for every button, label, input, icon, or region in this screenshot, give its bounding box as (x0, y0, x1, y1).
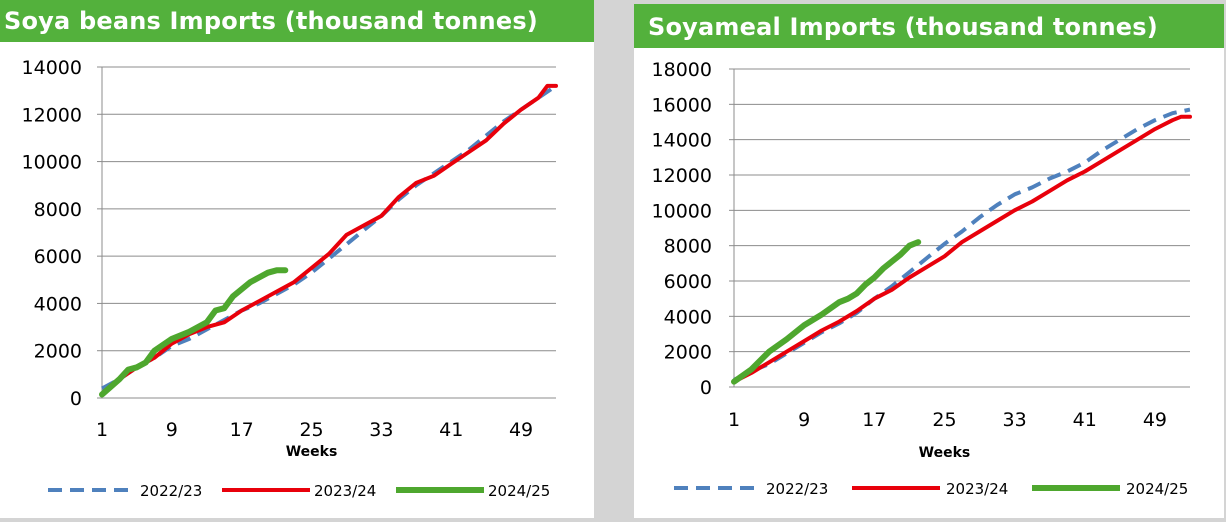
y-tick-label: 6000 (34, 246, 82, 268)
series-line-2022-23 (733, 107, 1191, 382)
series-line-2023-24 (732, 114, 1192, 384)
legend-label: 2024/25 (488, 482, 550, 500)
y-tick-label: 0 (700, 377, 712, 399)
series-line-2022-23 (101, 84, 558, 391)
y-tick-label: 16000 (652, 94, 712, 116)
x-tick-label: 9 (798, 409, 810, 431)
y-tick-label: 4000 (664, 306, 712, 328)
soyameal-chart: 0 2000 4000 6000 8000 10000 12000 14000 16000 180… (652, 59, 1192, 498)
x-tick-label: 17 (230, 419, 254, 441)
y-tick-label: 6000 (664, 271, 712, 293)
y-tick-label: 4000 (34, 293, 82, 315)
legend-label: 2023/24 (314, 482, 376, 500)
x-tick-label: 17 (862, 409, 886, 431)
x-tick-label: 41 (1073, 409, 1097, 431)
y-tick-label: 18000 (652, 59, 712, 81)
y-tick-label: 8000 (664, 236, 712, 258)
y-tick-label: 2000 (34, 341, 82, 363)
x-tick-label: 1 (728, 409, 740, 431)
x-axis-label: Weeks (286, 444, 338, 460)
series-line-2024-25 (99, 267, 289, 398)
y-tick-label: 14000 (22, 57, 82, 79)
y-tick-label: 12000 (22, 104, 82, 126)
chart-title: Soyameal Imports (thousand tonnes) (634, 4, 1224, 48)
x-tick-label: 25 (299, 419, 323, 441)
x-axis-label: Weeks (919, 445, 971, 461)
soyabeans-chart: 0 2000 4000 6000 8000 10000 12000 14000 1 9 17 25 33… (22, 57, 558, 500)
y-tick-label: 10000 (22, 152, 82, 174)
y-tick-label: 0 (70, 388, 82, 410)
x-tick-label: 41 (439, 419, 463, 441)
x-tick-label: 33 (369, 419, 393, 441)
x-tick-label: 33 (1003, 409, 1027, 431)
legend-label: 2022/23 (140, 482, 202, 500)
legend-label: 2022/23 (766, 480, 828, 498)
x-tick-label: 49 (1143, 409, 1167, 431)
x-tick-label: 9 (166, 419, 178, 441)
legend-label: 2024/25 (1126, 480, 1188, 498)
y-tick-label: 14000 (652, 130, 712, 152)
legend-label: 2023/24 (946, 480, 1008, 498)
y-tick-label: 12000 (652, 165, 712, 187)
soyabeans-panel: Soya beans Imports (thousand tonnes) 0 20… (0, 0, 594, 518)
y-tick-label: 10000 (652, 200, 712, 222)
y-tick-label: 2000 (664, 342, 712, 364)
soyameal-panel: Soyameal Imports (thousand tonnes) 0 2000… (634, 4, 1224, 518)
series-line-2024-25 (731, 239, 922, 385)
x-tick-label: 1 (96, 419, 108, 441)
x-tick-label: 49 (509, 419, 533, 441)
x-tick-label: 25 (932, 409, 956, 431)
y-tick-label: 8000 (34, 199, 82, 221)
series-line-2023-24 (100, 83, 558, 397)
chart-title: Soya beans Imports (thousand tonnes) (0, 0, 594, 42)
